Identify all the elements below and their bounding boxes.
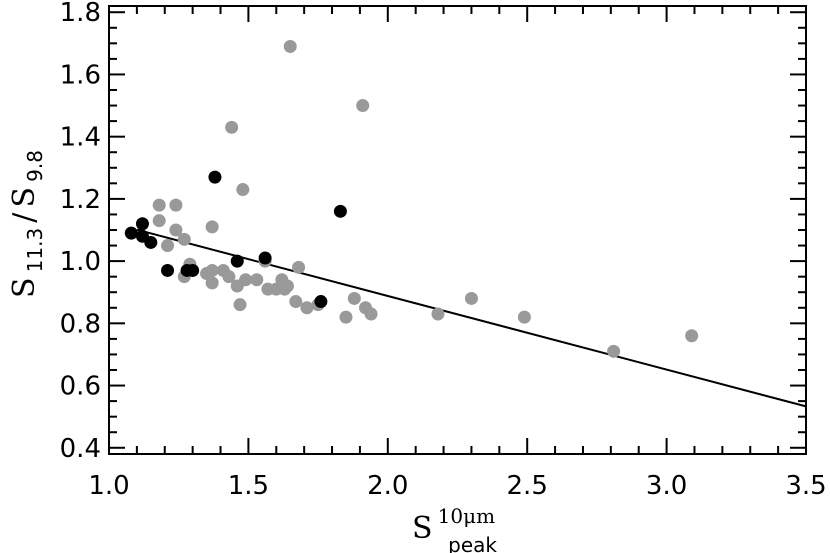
data-point-black xyxy=(124,226,138,240)
data-point-black xyxy=(186,263,200,277)
data-point-gray xyxy=(169,223,183,237)
data-point-gray xyxy=(517,310,531,324)
data-point-gray xyxy=(169,198,183,212)
data-point-gray xyxy=(685,329,699,343)
data-point-black xyxy=(314,295,328,309)
x-axis-label-sup: 10μm xyxy=(438,504,495,528)
data-point-gray xyxy=(205,276,219,290)
data-point-black xyxy=(208,170,222,184)
data-point-gray xyxy=(347,291,361,305)
y-tick-label: 0.8 xyxy=(60,309,101,339)
y-axis-label-sub2: 9.8 xyxy=(23,150,47,182)
fit-line-layer xyxy=(136,228,807,408)
y-axis-label-slash: / xyxy=(7,212,42,223)
data-point-gray xyxy=(339,310,353,324)
x-axis-label: S 10μm peak xyxy=(412,504,500,553)
data-point-black xyxy=(144,235,158,249)
data-point-gray xyxy=(300,301,314,315)
data-point-gray xyxy=(239,273,253,287)
x-tick-label: 2.5 xyxy=(507,471,548,501)
y-tick-label: 1.8 xyxy=(60,0,101,28)
x-tick-label: 1.5 xyxy=(228,471,269,501)
y-tick-label: 1.0 xyxy=(60,247,101,277)
x-tick-label: 1.0 xyxy=(88,471,129,501)
y-tick-label: 1.2 xyxy=(60,185,101,215)
data-point-gray xyxy=(233,298,247,312)
data-point-gray xyxy=(292,260,306,274)
y-axis-label-sub1: 11.3 xyxy=(23,228,47,273)
data-point-black xyxy=(333,204,347,218)
x-axis-label-main: S xyxy=(412,511,433,546)
y-tick-label: 1.6 xyxy=(60,60,101,90)
y-axis-label-main2: S xyxy=(7,187,42,208)
ticks-layer: 1.0 1.5 2.0 2.5 3.0 3.5 0.4 0.6 0.8 1.0 1.2 1.4 1.6 1… xyxy=(60,0,827,501)
data-point-gray xyxy=(364,307,378,321)
y-axis-label-main1: S xyxy=(7,277,42,298)
data-point-gray xyxy=(280,279,294,293)
data-point-gray xyxy=(289,295,303,309)
x-tick-label: 3.5 xyxy=(785,471,826,501)
data-point-black xyxy=(161,263,175,277)
data-point-gray xyxy=(225,120,239,134)
y-tick-label: 0.4 xyxy=(60,434,101,464)
data-point-gray xyxy=(222,270,236,284)
data-point-gray xyxy=(161,239,175,253)
x-tick-label: 3.0 xyxy=(646,471,687,501)
data-point-black xyxy=(135,217,149,231)
data-point-gray xyxy=(177,232,191,246)
data-point-black xyxy=(258,251,272,265)
data-point-gray xyxy=(464,291,478,305)
data-point-gray xyxy=(152,214,166,228)
data-point-gray xyxy=(205,220,219,234)
data-point-gray xyxy=(431,307,445,321)
x-tick-label: 2.0 xyxy=(367,471,408,501)
data-point-gray xyxy=(205,263,219,277)
data-point-gray xyxy=(236,183,250,197)
fit-line xyxy=(136,228,807,408)
data-point-gray xyxy=(250,273,264,287)
data-point-gray xyxy=(152,198,166,212)
x-axis-label-sub: peak xyxy=(448,533,497,553)
data-point-gray xyxy=(283,39,297,53)
y-tick-label: 0.6 xyxy=(60,372,101,402)
points-layer xyxy=(124,39,699,358)
data-point-gray xyxy=(356,99,370,113)
data-point-black xyxy=(230,254,244,268)
y-axis-label: S 11.3 / S 9.8 xyxy=(7,150,47,298)
y-tick-label: 1.4 xyxy=(60,123,101,153)
data-point-gray xyxy=(607,344,621,358)
